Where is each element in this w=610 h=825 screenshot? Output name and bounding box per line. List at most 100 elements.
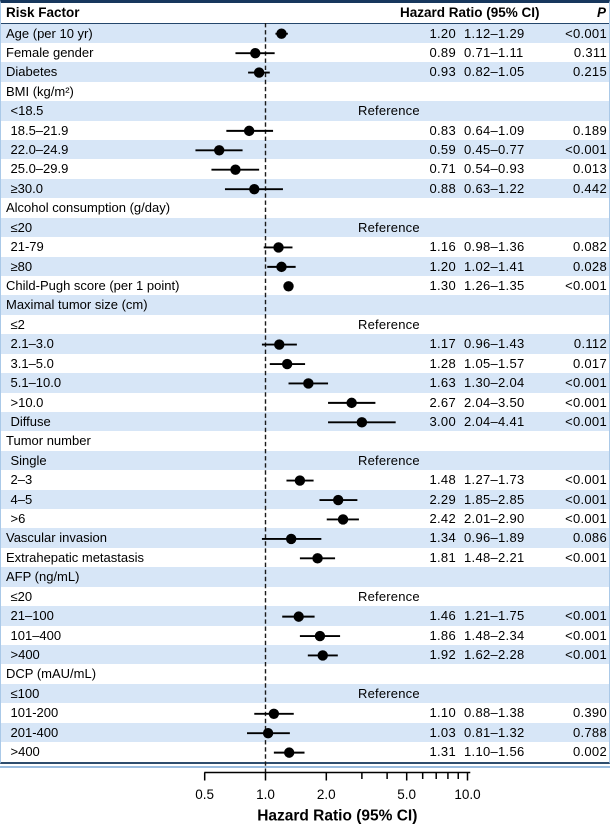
row-label: 5.1–10.0 [10,375,62,391]
p-value: <0.001 [565,394,607,410]
data-row: 101-200 1.10 0.88–1.38 0.390 [1,703,609,723]
data-row: Diabetes 0.93 0.82–1.05 0.215 [1,62,609,82]
hr-value: 1.03 [429,724,456,740]
row-label: ≥80 [10,258,33,274]
data-row: Age (per 10 yr) 1.20 1.12–1.29 <0.001 [1,23,609,43]
data-row: 201-400 1.03 0.81–1.32 0.788 [1,722,609,743]
ci-value: 1.12–1.29 [464,25,525,41]
row-label: Child-Pugh score (per 1 point) [6,277,180,293]
data-row: Vascular invasion 1.34 0.96–1.89 0.086 [1,528,609,548]
p-value: <0.001 [565,608,607,624]
row-label: 3.1–5.0 [10,355,54,371]
row-label: Female gender [6,44,94,60]
p-value: 0.442 [572,180,607,196]
data-row: ≥80 1.20 1.02–1.41 0.028 [1,256,609,276]
row-label: 2–3 [10,472,33,488]
reference-text: Reference [358,452,420,468]
row-label: BMI (kg/m²) [6,83,74,99]
data-row: 18.5–21.9 0.83 0.64–1.09 0.189 [1,120,609,141]
x-axis-tick-label: 10.0 [454,787,480,802]
p-value: 0.017 [572,355,607,371]
ci-value: 1.62–2.28 [464,647,525,662]
hr-value: 1.63 [429,375,456,391]
data-row: 21-79 1.16 0.98–1.36 0.082 [1,237,609,257]
hr-value: 1.30 [429,277,456,293]
row-label: 21–100 [10,608,54,624]
hr-value: 1.81 [429,549,456,565]
row-label: Tumor number [6,433,91,449]
x-axis-tick-label: 2.0 [317,787,336,802]
hr-value: 0.93 [429,64,456,80]
data-row: Female gender 0.89 0.71–1.11 0.311 [1,42,609,63]
ci-value: 1.27–1.73 [464,472,525,488]
p-value: 0.189 [572,122,607,138]
row-label: 2.1–3.0 [10,336,54,352]
bottom-double-rule [0,766,610,768]
row-label: Single [10,452,47,468]
row-label: >6 [10,511,26,527]
p-value: <0.001 [565,142,607,158]
reference-text: Reference [358,588,420,604]
forest-plot-table: Risk Factor Hazard Ratio (95% CI) P Age … [0,0,610,764]
ci-value: 1.21–1.75 [464,608,525,624]
table-rows: Age (per 10 yr) 1.20 1.12–1.29 <0.001 Female… [1,23,609,762]
ci-value: 1.30–2.04 [464,375,525,391]
ci-value: 0.54–0.93 [464,161,525,177]
ci-value: 0.45–0.77 [464,142,525,158]
p-value: 0.082 [572,239,607,255]
hr-value: 1.20 [429,25,456,41]
ci-value: 1.48–2.21 [464,549,525,565]
row-label: ≥30.0 [10,180,43,196]
hr-value: 1.86 [429,627,456,643]
ci-value: 1.26–1.35 [464,277,525,293]
p-value: 0.788 [572,724,607,740]
p-value: 0.311 [573,44,607,60]
row-label: >400 [10,647,40,662]
row-label: 4–5 [10,491,33,507]
hr-value: 3.00 [429,413,456,429]
row-label: DCP (mAU/mL) [6,666,97,682]
p-value: <0.001 [565,491,607,507]
data-row: ≥30.0 0.88 0.63–1.22 0.442 [1,178,609,199]
data-row: 3.1–5.0 1.28 1.05–1.57 0.017 [1,353,609,374]
data-row: >400 1.92 1.62–2.28 <0.001 [1,645,609,665]
ci-value: 0.64–1.09 [464,122,525,138]
ci-value: 0.96–1.43 [464,336,525,352]
p-value: <0.001 [565,472,607,488]
row-label: Vascular invasion [6,530,107,546]
data-row: >400 1.31 1.10–1.56 0.002 [1,742,609,762]
ci-value: 0.63–1.22 [464,180,525,196]
reference-row: ≤20 Reference [1,586,609,607]
reference-row: ≤20 Reference [1,217,609,238]
row-label: 25.0–29.9 [10,161,69,177]
data-row: 22.0–24.9 0.59 0.45–0.77 <0.001 [1,140,609,160]
row-label: <18.5 [10,103,44,119]
p-value: <0.001 [565,511,607,527]
hr-value: 1.10 [429,705,456,721]
hr-value: 0.83 [429,122,456,138]
ci-value: 1.02–1.41 [464,258,525,274]
reference-row: ≤100 Reference [1,683,609,704]
p-value: <0.001 [565,627,607,643]
p-value: 0.112 [573,336,607,352]
row-label: Extrahepatic metastasis [6,549,145,565]
p-value: <0.001 [565,413,607,429]
hr-value: 0.71 [429,161,456,177]
row-label: 201-400 [10,724,59,740]
p-value: 0.028 [572,258,607,274]
p-value: 0.086 [572,530,607,546]
hr-value: 1.31 [429,744,456,760]
hr-value: 2.42 [429,511,456,527]
row-label: 101–400 [10,627,62,643]
section-row: Tumor number [1,431,609,451]
data-row: 101–400 1.86 1.48–2.34 <0.001 [1,625,609,645]
hr-value: 1.48 [429,472,456,488]
ci-value: 0.88–1.38 [464,705,525,721]
data-row: >10.0 2.67 2.04–3.50 <0.001 [1,392,609,412]
reference-text: Reference [358,685,420,701]
hr-value: 0.59 [429,142,456,158]
reference-row: Single Reference [1,450,609,471]
row-label: 21-79 [10,239,44,255]
x-axis-title: Hazard Ratio (95% CI) [257,808,417,825]
